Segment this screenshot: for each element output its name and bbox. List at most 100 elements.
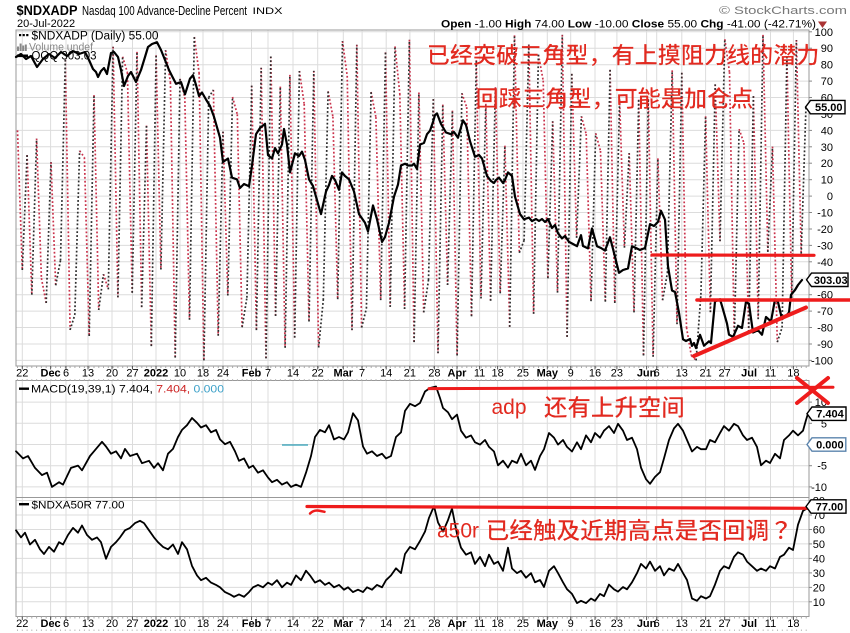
svg-text:20: 20 [106, 368, 118, 380]
svg-text:-10: -10 [817, 208, 833, 220]
svg-text:9: 9 [568, 368, 574, 380]
svg-text:28: 28 [428, 618, 440, 630]
svg-text:6: 6 [654, 368, 660, 380]
svg-text:Jul: Jul [741, 618, 757, 630]
svg-text:$NDXADP: $NDXADP [17, 3, 78, 18]
svg-text:23: 23 [611, 618, 623, 630]
svg-text:6: 6 [654, 618, 660, 630]
svg-text:7.404: 7.404 [816, 409, 844, 421]
svg-text:Nasdaq 100 Advance-Decline Per: Nasdaq 100 Advance-Decline Percent [82, 3, 247, 18]
svg-text:21: 21 [699, 618, 711, 630]
svg-text:Dec: Dec [41, 368, 61, 380]
svg-text:18: 18 [787, 618, 799, 630]
svg-text:Feb: Feb [242, 618, 262, 630]
svg-text:May: May [537, 618, 559, 630]
svg-text:11: 11 [765, 368, 776, 380]
svg-text:$NDXADP (Daily) 55.00: $NDXADP (Daily) 55.00 [32, 31, 159, 43]
svg-text:0.000: 0.000 [816, 440, 844, 452]
svg-text:Apr: Apr [448, 618, 468, 630]
svg-text:18: 18 [491, 368, 503, 380]
svg-text:7: 7 [359, 368, 365, 380]
svg-text:13: 13 [82, 368, 94, 380]
svg-text:16: 16 [589, 618, 601, 630]
svg-text:77.00: 77.00 [816, 502, 844, 514]
svg-text:70: 70 [821, 76, 833, 88]
svg-text:$NDXA50R 77.00: $NDXA50R 77.00 [32, 500, 125, 512]
svg-text:27: 27 [126, 368, 138, 380]
svg-text:Jul: Jul [741, 368, 757, 380]
svg-text:27: 27 [718, 618, 730, 630]
svg-text:10: 10 [174, 368, 186, 380]
svg-text:7: 7 [359, 618, 365, 630]
svg-text:21: 21 [404, 368, 416, 380]
svg-text:-70: -70 [817, 306, 833, 318]
svg-text:-90: -90 [817, 339, 833, 351]
svg-text:22: 22 [312, 618, 324, 630]
svg-text:30: 30 [813, 568, 825, 580]
svg-text:9: 9 [568, 618, 574, 630]
svg-text:5: 5 [821, 418, 827, 430]
svg-text:22: 22 [16, 368, 28, 380]
svg-text:20: 20 [821, 158, 833, 170]
svg-text:11: 11 [765, 618, 776, 630]
svg-text:May: May [537, 368, 559, 380]
svg-text:20-Jul-2022: 20-Jul-2022 [17, 18, 75, 30]
svg-text:-40: -40 [817, 257, 833, 269]
svg-text:0: 0 [827, 191, 833, 203]
svg-text:13: 13 [82, 618, 94, 630]
svg-text:20: 20 [106, 618, 118, 630]
svg-text:21: 21 [404, 618, 416, 630]
svg-text:55.00: 55.00 [815, 102, 843, 114]
svg-text:303.03: 303.03 [814, 275, 848, 287]
svg-text:-100: -100 [811, 355, 833, 367]
svg-text:22: 22 [16, 618, 28, 630]
svg-text:Apr: Apr [448, 368, 468, 380]
svg-text:2022: 2022 [144, 618, 168, 630]
svg-text:21: 21 [699, 368, 711, 380]
svg-text:14: 14 [287, 618, 299, 630]
svg-text:23: 23 [611, 368, 623, 380]
svg-text:50: 50 [813, 539, 825, 551]
svg-text:6: 6 [63, 618, 69, 630]
svg-text:18: 18 [491, 618, 503, 630]
svg-text:a50r: a50r [437, 520, 479, 543]
svg-text:7: 7 [265, 368, 271, 380]
svg-text:22: 22 [312, 368, 324, 380]
svg-text:INDX: INDX [253, 6, 284, 17]
svg-text:27: 27 [718, 368, 730, 380]
svg-text:14: 14 [380, 368, 392, 380]
svg-text:40: 40 [821, 125, 833, 137]
svg-text:QQQ 303.03: QQQ 303.03 [32, 51, 97, 63]
svg-text:28: 28 [428, 368, 440, 380]
svg-text:Mar: Mar [334, 368, 354, 380]
svg-text:14: 14 [380, 618, 392, 630]
svg-text:25: 25 [517, 368, 529, 380]
svg-text:Jun: Jun [637, 618, 657, 630]
svg-text:Mar: Mar [334, 618, 354, 630]
svg-text:13: 13 [676, 368, 688, 380]
svg-text:-20: -20 [817, 224, 833, 236]
svg-text:16: 16 [589, 368, 601, 380]
svg-text:Feb: Feb [242, 368, 262, 380]
svg-text:-5: -5 [817, 461, 827, 473]
svg-text:25: 25 [517, 618, 529, 630]
svg-text:-80: -80 [817, 323, 833, 335]
svg-text:Dec: Dec [41, 618, 61, 630]
svg-text:18: 18 [197, 368, 209, 380]
svg-text:MACD(19,39,1) 7.404, 7.404, 0.: MACD(19,39,1) 7.404, 7.404, 0.000 [31, 384, 224, 396]
svg-text:-10: -10 [811, 482, 827, 494]
svg-text:Jun: Jun [637, 368, 657, 380]
svg-text:24: 24 [217, 368, 229, 380]
svg-text:90: 90 [821, 43, 833, 55]
svg-text:40: 40 [813, 553, 825, 565]
svg-text:adp: adp [492, 396, 527, 419]
svg-text:6: 6 [63, 368, 69, 380]
svg-text:7: 7 [265, 618, 271, 630]
svg-text:30: 30 [821, 142, 833, 154]
svg-text:10: 10 [813, 597, 825, 609]
svg-text:13: 13 [676, 618, 688, 630]
svg-text:11: 11 [474, 368, 485, 380]
svg-text:10: 10 [821, 175, 833, 187]
svg-text:18: 18 [197, 618, 209, 630]
svg-text:24: 24 [217, 618, 229, 630]
